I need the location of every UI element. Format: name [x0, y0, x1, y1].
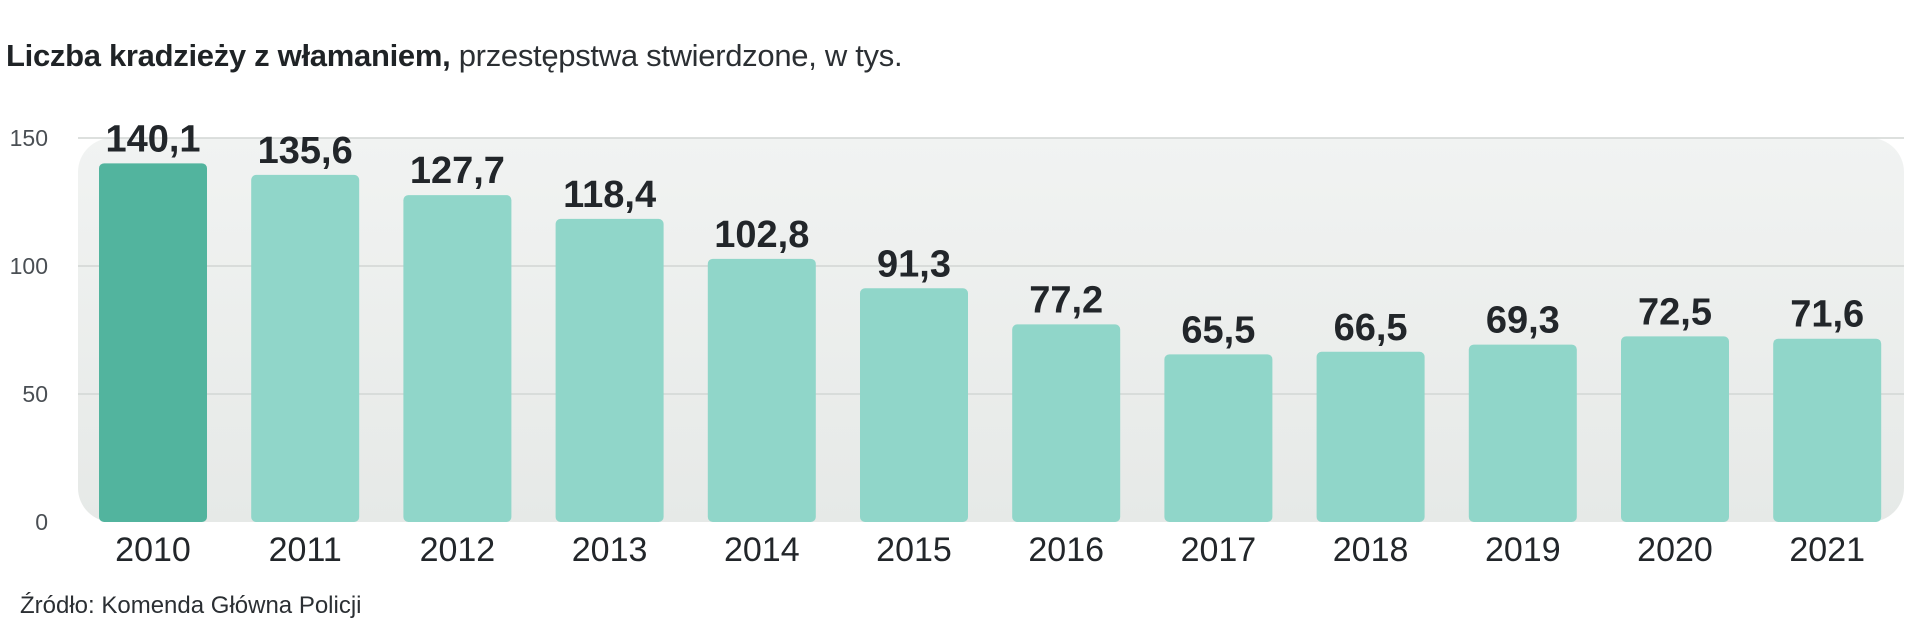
data-label: 77,2	[1029, 279, 1103, 321]
data-label: 102,8	[714, 214, 809, 256]
bar-2015	[860, 288, 968, 522]
y-tick-label: 150	[10, 125, 48, 151]
y-tick-label: 0	[35, 509, 48, 535]
bar-2018	[1316, 351, 1425, 522]
bar-2020	[1621, 336, 1729, 522]
bar-2014	[707, 258, 816, 522]
x-tick-label: 2019	[1485, 531, 1561, 569]
chart-title-bold: Liczba kradzieży z włamaniem,	[6, 38, 451, 73]
x-tick-label: 2021	[1789, 531, 1865, 569]
bar-2019	[1468, 344, 1577, 522]
x-tick-label: 2014	[724, 531, 800, 569]
x-tick-label: 2012	[420, 531, 496, 569]
data-label: 118,4	[563, 174, 656, 216]
x-tick-label: 2018	[1333, 531, 1409, 569]
x-axis: 2010 2011 2012 2013 2014 2015 2016 2017 2018 2019…	[115, 531, 1865, 569]
source-note: Źródło: Komenda Główna Policji	[20, 592, 362, 619]
bar-2013	[555, 218, 664, 522]
bars	[99, 163, 1882, 522]
bar-2010	[99, 163, 207, 522]
data-label: 71,6	[1790, 294, 1864, 336]
x-tick-label: 2013	[572, 531, 648, 569]
x-tick-label: 2017	[1181, 531, 1257, 569]
data-label: 66,5	[1334, 307, 1408, 349]
x-tick-label: 2020	[1637, 531, 1713, 569]
bar-2012	[403, 195, 512, 522]
chart-title: Liczba kradzieży z włamaniem, przestępst…	[6, 38, 903, 74]
bar-2011	[251, 174, 360, 522]
x-tick-label: 2015	[876, 531, 952, 569]
data-label: 140,1	[105, 118, 200, 160]
bar-2016	[1012, 324, 1121, 522]
bar-2017	[1164, 354, 1273, 522]
x-tick-label: 2016	[1028, 531, 1104, 569]
data-label: 69,3	[1486, 300, 1560, 342]
y-tick-label: 50	[22, 381, 48, 407]
plot-panel	[78, 138, 1904, 522]
chart-title-rest: przestępstwa stwierdzone, w tys.	[450, 38, 903, 73]
value-labels: 140,1 135,6 127,7 118,4 102,8 91,3 77,2 65,5 66,…	[105, 118, 1864, 351]
data-label: 72,5	[1638, 291, 1712, 333]
data-label: 127,7	[410, 150, 505, 192]
data-label: 65,5	[1181, 309, 1255, 351]
y-axis: 0 50 100 150	[10, 125, 48, 535]
x-tick-label: 2011	[269, 531, 342, 569]
grid-lines	[78, 137, 1904, 395]
data-label: 135,6	[258, 130, 353, 172]
data-label: 91,3	[877, 243, 951, 285]
bar-2021	[1773, 338, 1882, 522]
y-tick-label: 100	[10, 253, 48, 279]
x-tick-label: 2010	[115, 531, 191, 569]
